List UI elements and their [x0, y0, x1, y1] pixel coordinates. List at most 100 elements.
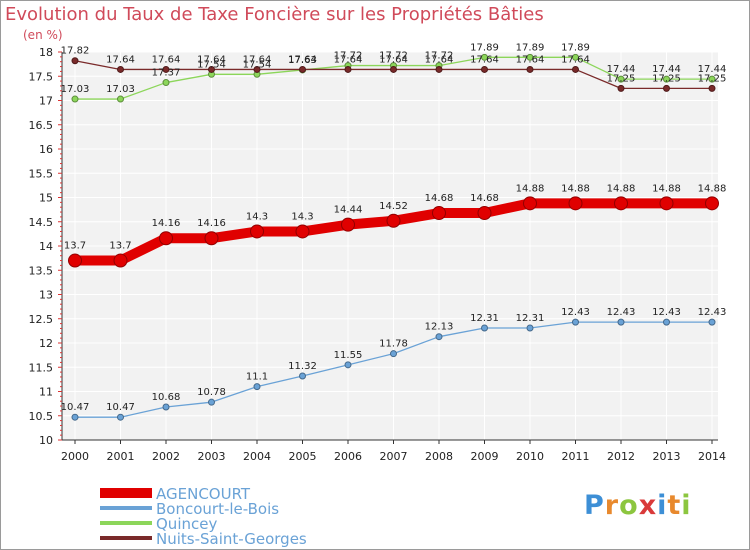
data-label: 17.25 — [652, 73, 681, 84]
legend-label: Nuits-Saint-Georges — [156, 530, 307, 548]
data-label: 12.31 — [470, 313, 499, 324]
legend-label: Boncourt-le-Bois — [156, 500, 279, 518]
x-tick-label: 2004 — [243, 450, 271, 463]
legend-label: Quincey — [156, 515, 217, 533]
y-tick-label: 11.5 — [29, 361, 54, 374]
y-tick-label: 10.5 — [29, 410, 54, 423]
data-label: 17.89 — [516, 42, 545, 53]
data-point — [435, 65, 443, 73]
data-point — [117, 95, 124, 103]
x-tick-label: 2003 — [198, 450, 226, 463]
data-point — [432, 206, 446, 221]
data-point — [572, 53, 579, 61]
data-point — [617, 75, 625, 83]
y-tick-label: 15.5 — [29, 167, 54, 180]
data-label: 17.25 — [698, 73, 727, 84]
legend-swatch — [100, 506, 152, 510]
y-tick-label: 15 — [39, 192, 53, 205]
data-label: 11.55 — [334, 350, 363, 361]
y-tick-label: 17 — [39, 95, 53, 108]
y-tick-label: 16 — [39, 143, 53, 156]
brand-letter: t — [667, 490, 682, 521]
brand-logo: Proxiti — [584, 490, 692, 521]
x-tick-label: 2009 — [471, 450, 499, 463]
data-label: 17.64 — [243, 54, 272, 65]
data-point — [204, 231, 219, 246]
x-tick-label: 2013 — [653, 450, 681, 463]
data-label: 17.64 — [197, 54, 226, 65]
brand-letter: x — [638, 490, 658, 521]
data-label: 17.64 — [288, 54, 317, 65]
data-point — [390, 350, 397, 358]
data-point — [526, 65, 534, 73]
legend-label: AGENCOURT — [156, 485, 251, 503]
data-point — [299, 372, 306, 380]
data-label: 14.88 — [561, 183, 590, 194]
data-point — [659, 196, 674, 211]
data-point — [526, 324, 534, 332]
data-label: 17.37 — [152, 68, 181, 79]
data-label: 14.16 — [197, 218, 226, 229]
x-tick-label: 2011 — [562, 450, 590, 463]
y-tick-label: 18 — [39, 46, 53, 59]
data-label: 14.3 — [291, 211, 313, 222]
data-label: 12.43 — [561, 307, 590, 318]
y-tick-label: 14.5 — [29, 216, 54, 229]
data-label: 17.64 — [379, 54, 408, 65]
x-tick-label: 2000 — [61, 450, 89, 463]
data-label: 10.47 — [106, 402, 135, 413]
data-label: 17.64 — [334, 54, 363, 65]
data-point — [390, 65, 397, 73]
chart-title: Evolution du Taux de Taxe Foncière sur l… — [5, 4, 544, 25]
data-label: 14.88 — [607, 183, 636, 194]
data-label: 17.63 — [288, 55, 317, 66]
data-label: 17.64 — [425, 54, 454, 65]
data-point — [253, 383, 261, 391]
brand-letter: i — [657, 490, 668, 521]
x-tick-label: 2008 — [425, 450, 453, 463]
data-point — [481, 53, 488, 61]
data-label: 13.7 — [109, 241, 131, 252]
y-tick-label: 16.5 — [29, 119, 54, 132]
data-point — [162, 65, 170, 73]
data-point — [117, 413, 124, 421]
y-tick-label: 12 — [39, 337, 53, 350]
data-label: 17.82 — [61, 46, 90, 57]
data-point — [162, 79, 170, 87]
x-tick-label: 2012 — [607, 450, 635, 463]
data-label: 14.3 — [246, 211, 268, 222]
data-label: 17.64 — [470, 54, 499, 65]
data-point — [481, 65, 488, 73]
data-label: 17.64 — [561, 54, 590, 65]
data-point — [481, 324, 488, 332]
x-tick-label: 2006 — [334, 450, 362, 463]
data-point — [614, 196, 628, 211]
y-tick-label: 13 — [39, 289, 53, 302]
data-point — [113, 253, 128, 268]
data-label: 14.68 — [470, 193, 499, 204]
data-point — [253, 65, 261, 73]
data-label: 10.47 — [61, 402, 90, 413]
data-point — [386, 213, 401, 228]
data-point — [208, 65, 215, 73]
data-label: 12.43 — [698, 307, 727, 318]
legend-swatch — [100, 536, 152, 540]
x-tick-label: 2014 — [698, 450, 726, 463]
brand-letter: P — [584, 490, 605, 521]
data-point — [71, 57, 79, 65]
data-label: 12.13 — [425, 322, 454, 333]
x-tick-label: 2005 — [289, 450, 317, 463]
data-point — [117, 65, 124, 73]
y-tick-label: 13.5 — [29, 264, 54, 277]
data-label: 13.7 — [64, 241, 86, 252]
data-label: 17.03 — [61, 84, 90, 95]
data-point — [572, 65, 579, 73]
data-label: 17.89 — [561, 42, 590, 53]
data-label: 14.68 — [425, 193, 454, 204]
y-tick-label: 17.5 — [29, 70, 54, 83]
data-point — [344, 65, 352, 73]
data-point — [341, 217, 355, 232]
data-label: 17.64 — [106, 54, 135, 65]
data-label: 17.72 — [425, 51, 454, 62]
